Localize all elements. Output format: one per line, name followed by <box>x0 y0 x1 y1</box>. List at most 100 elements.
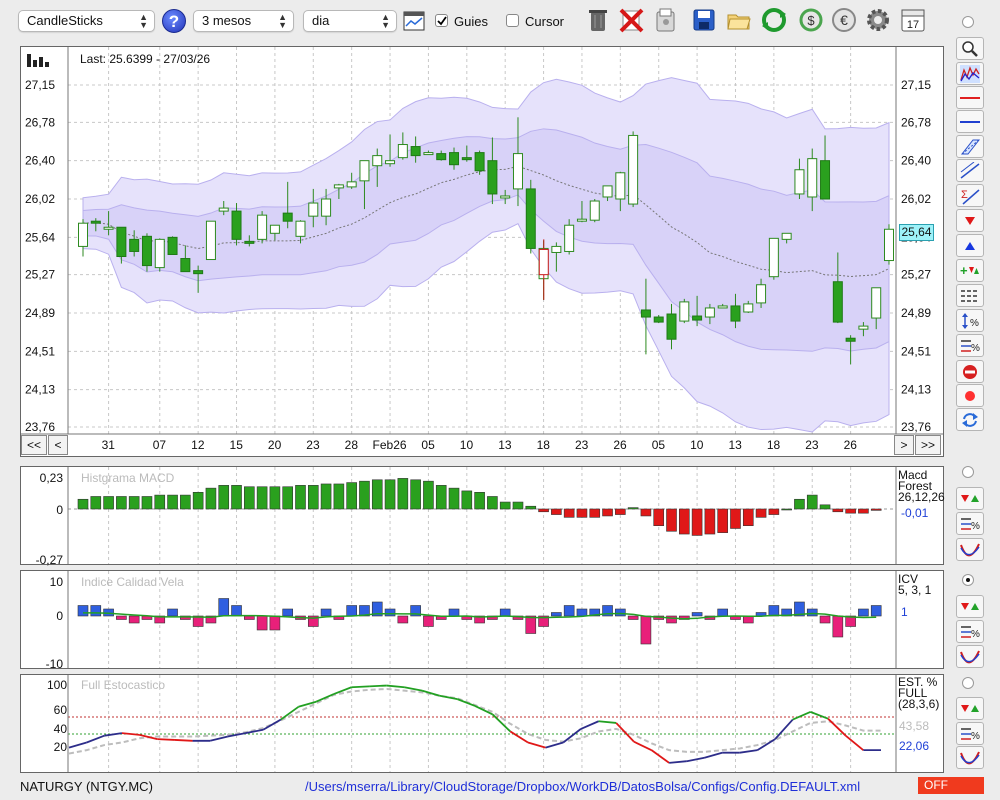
stoch-k-segment <box>227 732 246 738</box>
percent-lines-button[interactable]: % <box>956 334 984 357</box>
macd-bar <box>858 508 869 514</box>
stochastic-svg <box>67 675 897 772</box>
macd-panel[interactable]: Histgrama MACD 0,23 0 -0,27 Macd Forest … <box>20 466 945 567</box>
stop-button[interactable] <box>956 360 984 383</box>
stoch-k-segment <box>174 739 193 742</box>
nav-last-button[interactable]: >> <box>915 435 941 455</box>
date-label: 07 <box>152 438 167 452</box>
print-icon[interactable] <box>652 6 680 34</box>
icv-title: Indice Calidad Vela <box>81 575 184 589</box>
stoch-k-segment <box>845 735 864 751</box>
horizontal-line-blue-icon <box>960 121 980 123</box>
cursor-checkbox[interactable] <box>506 14 519 27</box>
icv-percent-button[interactable]: % <box>956 620 984 643</box>
settings-gear-icon[interactable] <box>864 6 892 34</box>
icv-bar <box>845 615 856 627</box>
nav-prev-button[interactable]: < <box>48 435 68 455</box>
trash-icon[interactable] <box>584 6 612 34</box>
interval-select[interactable]: dia ▲ ▼ <box>303 10 397 32</box>
price-chart-svg[interactable]: 27,15 27,15 26,78 26,78 26,40 26,40 26,02 26,02… <box>21 47 943 456</box>
icv-bar <box>806 608 818 617</box>
nav-first-button[interactable]: << <box>21 435 47 455</box>
percent-range-button[interactable]: % <box>956 309 984 332</box>
stoch-percent-button[interactable]: % <box>956 722 984 745</box>
icv-curve-button[interactable] <box>956 645 984 668</box>
sync-dollar-icon[interactable]: $ <box>797 6 825 34</box>
macd-signals-button[interactable] <box>956 487 984 510</box>
add-signals-button[interactable]: + <box>956 259 984 282</box>
chart-type-select[interactable]: CandleSticks ▲ ▼ <box>18 10 155 32</box>
macd-bar <box>666 508 677 532</box>
svg-text:%: % <box>971 343 980 354</box>
candle <box>321 188 332 226</box>
nav-next-button[interactable]: > <box>894 435 914 455</box>
icv-bar <box>167 608 178 617</box>
calendar-icon[interactable]: 17 <box>899 6 927 34</box>
svg-text:%: % <box>971 521 980 532</box>
horizontal-line-red-button[interactable] <box>956 86 984 109</box>
candle-body <box>768 237 779 278</box>
open-folder-icon[interactable] <box>725 6 753 34</box>
icv-bar <box>742 615 754 624</box>
percent-lines-icon: % <box>961 518 980 532</box>
candle-body <box>512 153 523 190</box>
stoch-sub: FULL <box>898 686 928 700</box>
date-label: 23 <box>805 438 819 452</box>
svg-text:+: + <box>960 263 968 278</box>
macd-curve-button[interactable] <box>956 538 984 561</box>
icv-panel[interactable]: Indice Calidad Vela 10 0 -10 ICV 5, 3, 1… <box>20 570 944 671</box>
main-panel-radio[interactable] <box>962 16 974 28</box>
horizontal-line-blue-button[interactable] <box>956 110 984 133</box>
stoch-panel-radio[interactable] <box>962 677 974 689</box>
calendar-day: 17 <box>907 19 919 31</box>
stoch-k-value: 22,06 <box>899 739 930 753</box>
candle-body <box>141 235 152 267</box>
date-label: 28 <box>344 438 359 452</box>
help-icon[interactable]: ? <box>162 9 186 33</box>
icv-panel-radio[interactable] <box>962 574 974 586</box>
icv-signals-button[interactable] <box>956 595 984 618</box>
fibonacci-button[interactable]: Σ <box>956 184 984 207</box>
macd-bar <box>870 508 882 511</box>
channel-button[interactable] <box>956 135 984 158</box>
currency-icon[interactable]: € <box>830 6 858 34</box>
macd-bar <box>691 508 703 536</box>
trendline-button[interactable] <box>956 159 984 182</box>
svg-text:%: % <box>971 731 980 742</box>
icv-signal-line <box>83 612 877 620</box>
buy-signal-button[interactable] <box>956 234 984 257</box>
delete-icon[interactable] <box>618 6 646 34</box>
icv-bars <box>77 598 882 645</box>
macd-percent-button[interactable]: % <box>956 512 984 535</box>
chart-overlay-button[interactable] <box>956 62 984 85</box>
price-chart-panel[interactable]: 27,15 27,15 26,78 26,78 26,40 26,40 26,02 26,02… <box>20 46 944 457</box>
icv-bar <box>128 615 140 624</box>
price-label-left: 25,64 <box>25 230 55 244</box>
status-off-badge[interactable]: OFF <box>918 777 984 794</box>
save-icon[interactable] <box>690 6 718 34</box>
macd-bar <box>77 498 89 510</box>
macd-bar <box>154 494 166 510</box>
percent-lines-icon: % <box>961 340 980 354</box>
date-label: 13 <box>498 438 512 452</box>
guides-checkbox[interactable] <box>435 14 448 27</box>
volume-bars-icon[interactable] <box>27 53 49 67</box>
stoch-curve-button[interactable] <box>956 746 984 769</box>
sell-signal-button[interactable] <box>956 209 984 232</box>
swap-button[interactable] <box>956 408 984 431</box>
macd-panel-radio[interactable] <box>962 466 974 478</box>
stoch-signals-button[interactable] <box>956 697 984 720</box>
candle-body <box>640 309 651 318</box>
config-path-link[interactable]: /Users/mserra/Library/CloudStorage/Dropb… <box>305 779 861 794</box>
chart-window-icon[interactable] <box>403 11 425 31</box>
stochastic-panel[interactable]: Full Estocastico 100 60 40 20 EST. % FUL… <box>20 674 944 773</box>
candle <box>359 160 370 210</box>
zoom-button[interactable] <box>956 37 984 60</box>
grid-lines-button[interactable] <box>956 284 984 307</box>
record-button[interactable] <box>956 384 984 407</box>
candle <box>666 303 677 350</box>
macd-bar <box>333 483 345 510</box>
period-select[interactable]: 3 mesos ▲ ▼ <box>193 10 294 32</box>
refresh-icon[interactable] <box>760 6 788 34</box>
candle-body <box>743 303 754 313</box>
